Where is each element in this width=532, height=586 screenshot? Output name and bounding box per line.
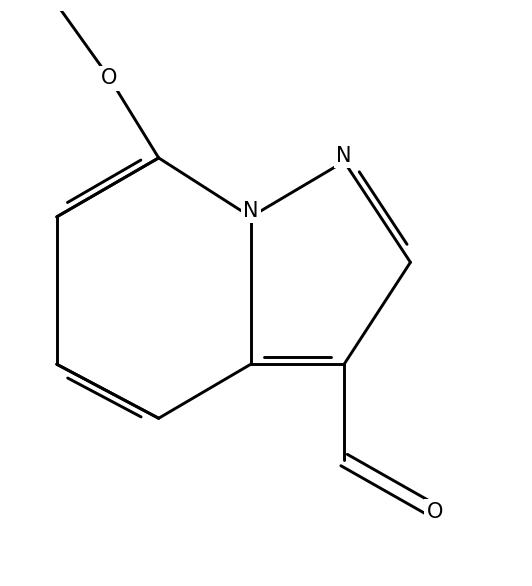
Text: N: N — [243, 201, 259, 221]
Text: O: O — [102, 68, 118, 88]
Text: O: O — [427, 502, 443, 522]
Text: N: N — [336, 145, 352, 166]
